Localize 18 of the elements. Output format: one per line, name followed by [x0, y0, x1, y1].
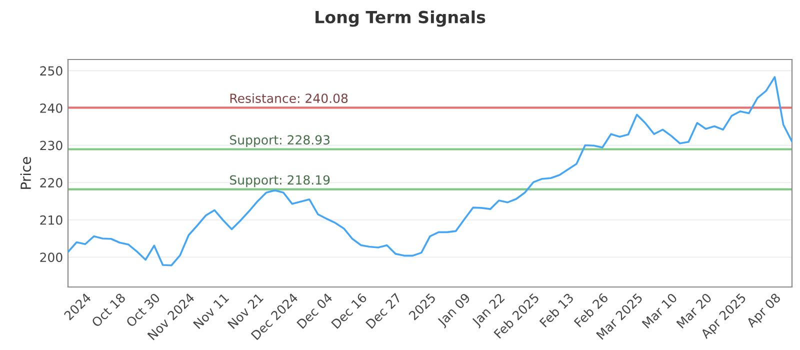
x-tick-label: Dec 27 — [365, 292, 402, 329]
x-tick-label: Oct 18 — [91, 292, 126, 328]
ref-line-label: Resistance: 240.08 — [230, 93, 348, 104]
y-tick-label: 200 — [40, 252, 62, 262]
y-tick-label: 230 — [40, 140, 62, 150]
y-tick-label: 210 — [40, 215, 62, 225]
line-series — [68, 76, 792, 266]
y-axis-title: Price — [20, 157, 32, 189]
ref-line-label: Support: 218.19 — [230, 175, 330, 188]
x-tick-label: Mar 10 — [642, 292, 678, 329]
x-tick-label: Apr 08 — [746, 292, 783, 330]
chart-title: Long Term Signals — [316, 10, 486, 27]
x-tick-label: Jan 09 — [436, 292, 472, 328]
y-tick-label: 250 — [40, 66, 62, 76]
x-tick-label: Feb 13 — [539, 292, 574, 328]
y-tick-label: 240 — [40, 103, 62, 113]
y-tick-label: 220 — [40, 178, 62, 188]
ref-line-label: Support: 228.93 — [230, 135, 330, 148]
